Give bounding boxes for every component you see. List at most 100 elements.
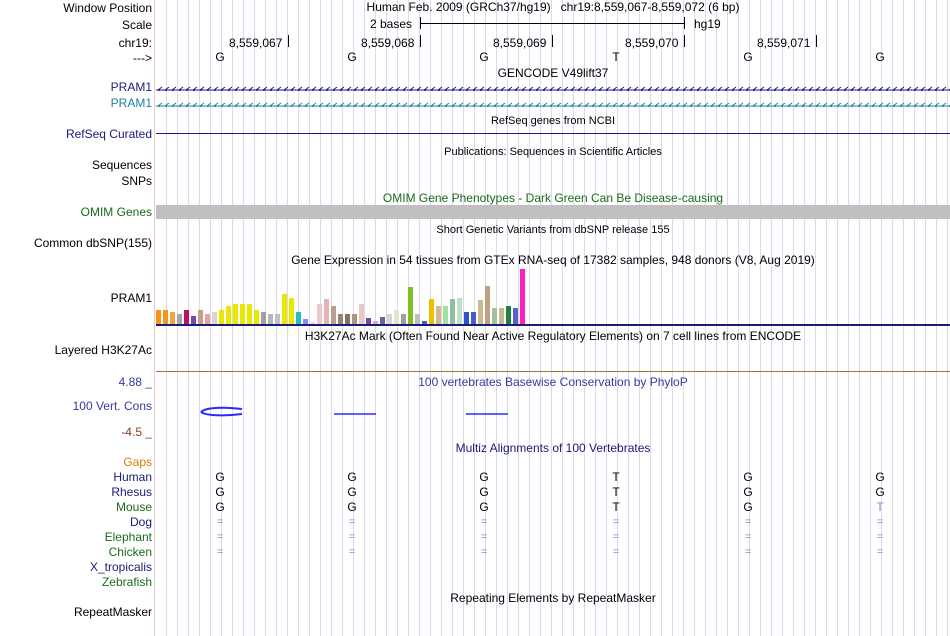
gtex-tissue-bar[interactable]: [429, 299, 434, 324]
gtex-tissue-bar[interactable]: [436, 306, 441, 324]
gtex-tissue-bar[interactable]: [408, 287, 413, 324]
h3k27ac-label[interactable]: Layered H3K27Ac: [54, 343, 152, 357]
species-chicken[interactable]: Chicken: [108, 545, 152, 559]
gtex-tissue-bar[interactable]: [352, 314, 357, 324]
gtex-tissue-bar[interactable]: [170, 312, 175, 324]
phylop-track-title[interactable]: 100 vertebrates Basewise Conservation by…: [418, 375, 688, 389]
grid-line: [694, 0, 695, 636]
gtex-tissue-bar[interactable]: [401, 314, 406, 324]
gtex-tissue-bar[interactable]: [317, 304, 322, 324]
gtex-tissue-bar[interactable]: [310, 322, 315, 324]
species-dog[interactable]: Dog: [129, 515, 152, 529]
gtex-tissue-bar[interactable]: [394, 310, 399, 324]
gtex-tissue-bar[interactable]: [450, 299, 455, 324]
cons-label[interactable]: 100 Vert. Cons: [72, 399, 152, 413]
grid-line: [232, 0, 233, 636]
publications-track-title[interactable]: Publications: Sequences in Scientific Ar…: [444, 146, 662, 158]
pram1-gene-2[interactable]: [156, 99, 950, 107]
gtex-tissue-bar[interactable]: [205, 314, 210, 324]
gtex-tissue-bar[interactable]: [457, 298, 462, 324]
gencode-track-title[interactable]: GENCODE V49lift37: [497, 66, 609, 80]
scale-db: hg19: [694, 17, 721, 31]
species-x-tropicalis[interactable]: X_tropicalis: [89, 560, 152, 574]
gtex-tissue-bar[interactable]: [366, 318, 371, 324]
gaps-label[interactable]: Gaps: [123, 455, 152, 469]
omim-label[interactable]: OMIM Genes: [80, 205, 152, 219]
gtex-tissue-bar[interactable]: [198, 310, 203, 324]
gtex-tissue-bar[interactable]: [177, 314, 182, 324]
gtex-tissue-bar[interactable]: [226, 306, 231, 324]
omim-feature-bar[interactable]: [156, 205, 950, 219]
gtex-tissue-bar[interactable]: [324, 299, 329, 324]
dbsnp-track-title[interactable]: Short Genetic Variants from dbSNP releas…: [436, 224, 670, 236]
gtex-tissue-bar[interactable]: [415, 314, 420, 324]
gtex-tissue-bar[interactable]: [233, 304, 238, 324]
gtex-tissue-bar[interactable]: [275, 314, 280, 324]
pram1-gene-1[interactable]: [156, 83, 950, 91]
gtex-tissue-bar[interactable]: [240, 304, 245, 324]
gtex-tissue-bar[interactable]: [492, 308, 497, 324]
gtex-tissue-bar[interactable]: [513, 308, 518, 324]
gtex-tissue-bar[interactable]: [359, 304, 364, 324]
gtex-tissue-bar[interactable]: [464, 312, 469, 324]
omim-track-title[interactable]: OMIM Gene Phenotypes - Dark Green Can Be…: [382, 191, 724, 205]
gtex-tissue-bar[interactable]: [282, 294, 287, 324]
grid-line: [584, 0, 585, 636]
h3k27ac-track-title[interactable]: H3K27Ac Mark (Often Found Near Active Re…: [304, 329, 802, 343]
gtex-tissue-bar[interactable]: [296, 312, 301, 324]
gtex-tissue-bar[interactable]: [191, 316, 196, 324]
species-rhesus[interactable]: Rhesus: [111, 485, 152, 499]
species-mouse[interactable]: Mouse: [115, 500, 152, 514]
gtex-tissue-bar[interactable]: [254, 310, 259, 324]
repeatmasker-label[interactable]: RepeatMasker: [73, 605, 152, 619]
gtex-tissue-bar[interactable]: [345, 314, 350, 324]
gtex-tissue-bar[interactable]: [499, 308, 504, 324]
grid-line: [573, 0, 574, 636]
refseq-gene-line[interactable]: [156, 133, 950, 134]
gtex-tissue-bar[interactable]: [520, 269, 525, 324]
snps-label[interactable]: SNPs: [121, 174, 152, 188]
gtex-tissue-bar[interactable]: [443, 306, 448, 324]
gtex-tissue-bar[interactable]: [261, 312, 266, 324]
gtex-tissue-bar[interactable]: [485, 286, 490, 324]
gtex-tissue-bar[interactable]: [247, 304, 252, 324]
gtex-tissue-bar[interactable]: [219, 310, 224, 324]
gtex-gene-label[interactable]: PRAM1: [110, 291, 152, 305]
gtex-tissue-bar[interactable]: [471, 312, 476, 324]
grid-line: [892, 0, 893, 636]
gtex-tissue-bar[interactable]: [373, 321, 378, 324]
gtex-tissue-bar[interactable]: [387, 314, 392, 324]
refseq-track-title[interactable]: RefSeq genes from NCBI: [490, 115, 616, 127]
grid-line: [749, 0, 750, 636]
gtex-bar-chart[interactable]: [156, 266, 950, 324]
gtex-tissue-bar[interactable]: [156, 310, 161, 324]
gtex-track-title[interactable]: Gene Expression in 54 tissues from GTEx …: [291, 253, 815, 267]
refseq-label[interactable]: RefSeq Curated: [65, 127, 152, 141]
repeatmasker-track-title[interactable]: Repeating Elements by RepeatMasker: [450, 591, 656, 605]
gtex-tissue-bar[interactable]: [303, 319, 308, 324]
gtex-tissue-bar[interactable]: [422, 321, 427, 324]
alignment-base: G: [479, 485, 489, 499]
gtex-tissue-bar[interactable]: [506, 306, 511, 324]
species-elephant[interactable]: Elephant: [104, 530, 152, 544]
gtex-tissue-bar[interactable]: [163, 310, 168, 324]
gtex-tissue-bar[interactable]: [338, 314, 343, 324]
species-human[interactable]: Human: [113, 470, 152, 484]
gtex-tissue-bar[interactable]: [268, 314, 273, 324]
dbsnp-label[interactable]: Common dbSNP(155): [33, 236, 152, 250]
alignment-base: =: [348, 546, 356, 558]
gtex-tissue-bar[interactable]: [478, 300, 483, 324]
gtex-tissue-bar[interactable]: [184, 310, 189, 324]
gtex-tissue-bar[interactable]: [331, 306, 336, 324]
gtex-tissue-bar[interactable]: [289, 298, 294, 324]
gtex-tissue-bar[interactable]: [380, 317, 385, 324]
window-position-value[interactable]: Human Feb. 2009 (GRCh37/hg19) chr19:8,55…: [156, 0, 950, 14]
pram1-label-2[interactable]: PRAM1: [110, 96, 152, 110]
multiz-track-title[interactable]: Multiz Alignments of 100 Vertebrates: [455, 441, 651, 455]
scale-label: Scale: [121, 18, 152, 32]
species-zebrafish[interactable]: Zebrafish: [101, 575, 152, 589]
sequences-label[interactable]: Sequences: [91, 158, 152, 172]
coord-1: 8,559,067: [229, 36, 283, 50]
pram1-label-1[interactable]: PRAM1: [110, 80, 152, 94]
gtex-tissue-bar[interactable]: [212, 312, 217, 324]
